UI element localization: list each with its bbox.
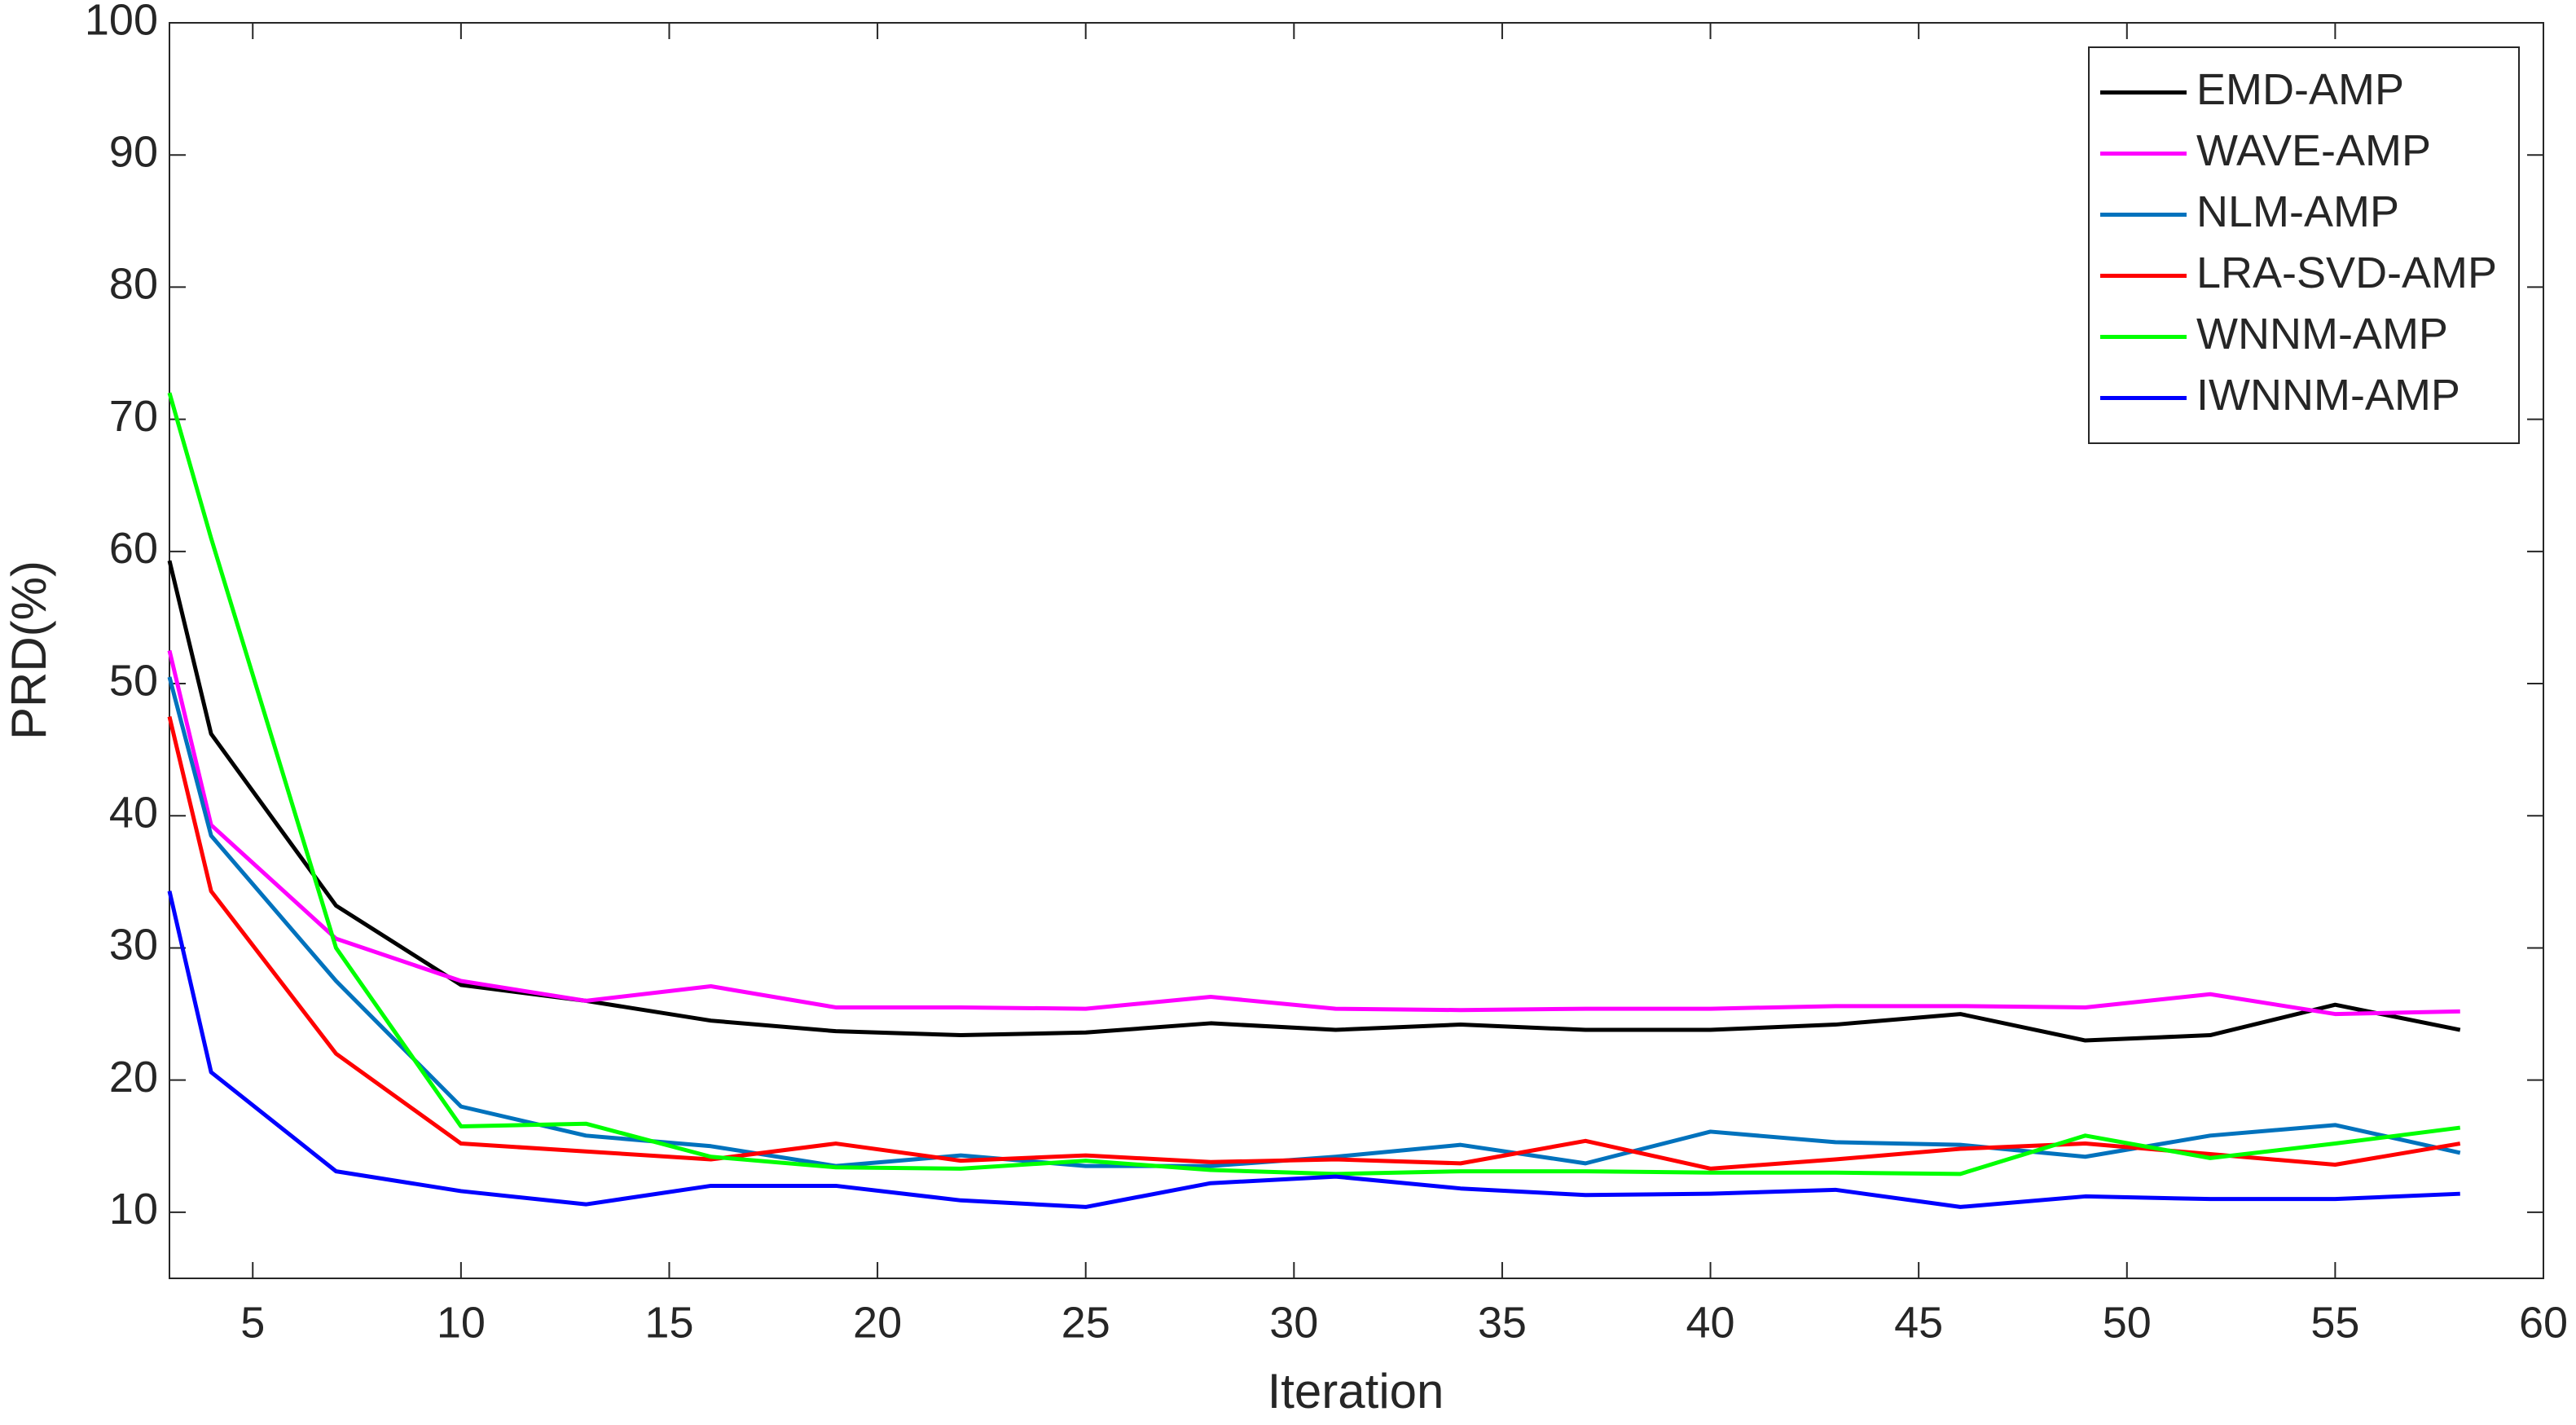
x-axis-label: Iteration (1268, 1364, 1444, 1418)
y-tick-label: 40 (109, 789, 158, 838)
x-tick-label: 60 (2519, 1298, 2568, 1347)
series-line (167, 560, 2461, 1043)
x-tick-label: 25 (1062, 1298, 1110, 1347)
x-tick-label: 35 (1478, 1298, 1527, 1347)
series-line (167, 392, 2461, 1177)
y-tick-label: 70 (109, 392, 158, 441)
x-tick-label: 10 (437, 1298, 486, 1347)
y-tick-label: 90 (109, 127, 158, 176)
series-line (167, 716, 2461, 1171)
series-line (167, 649, 2460, 1017)
y-axis-label: PRD(%) (2, 561, 56, 740)
legend-label: WAVE-AMP (2196, 126, 2431, 175)
y-tick-label: 100 (85, 0, 158, 44)
x-tick-label: 20 (853, 1298, 902, 1347)
legend: EMD-AMP WAVE-AMP NLM-AMP LRA-SVD-AMP WNNM-AM… (2088, 46, 2520, 444)
legend-label: EMD-AMP (2196, 65, 2404, 114)
x-tick-label: 30 (1269, 1298, 1318, 1347)
x-tick-label: 40 (1686, 1298, 1735, 1347)
x-tick-label: 55 (2310, 1298, 2359, 1347)
y-tick-label: 80 (109, 260, 158, 309)
legend-label: IWNNM-AMP (2196, 371, 2460, 420)
y-tick-label: 50 (109, 656, 158, 705)
y-tick-label: 30 (109, 921, 158, 970)
y-tick-label: 20 (109, 1053, 158, 1102)
legend-box (2088, 46, 2520, 444)
legend-label: LRA-SVD-AMP (2196, 248, 2497, 297)
legend-label: WNNM-AMP (2196, 310, 2448, 358)
x-tick-label: 15 (644, 1298, 693, 1347)
x-tick-label: 50 (2103, 1298, 2152, 1347)
series-line (167, 891, 2460, 1209)
y-tick-label: 60 (109, 524, 158, 573)
series-line (167, 676, 2461, 1168)
x-tick-label: 45 (1894, 1298, 1943, 1347)
legend-label: NLM-AMP (2196, 187, 2399, 236)
y-tick-label: 10 (109, 1185, 158, 1234)
x-tick-label: 5 (240, 1298, 265, 1347)
